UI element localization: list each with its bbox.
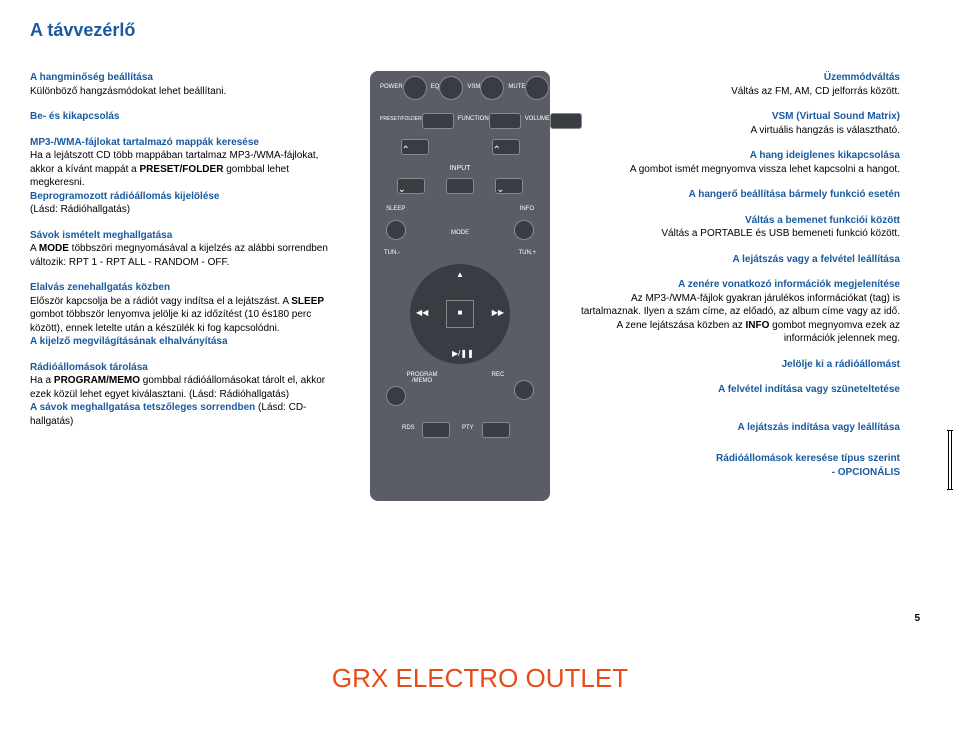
preset-up-button[interactable]: ⌃ (401, 139, 429, 155)
function-button[interactable]: FUNCTION (458, 113, 521, 127)
pty-button[interactable]: PTY (462, 422, 518, 436)
input-button[interactable] (446, 178, 474, 194)
input-switch-head: Váltás a bemenet funkciói között (745, 215, 900, 226)
dpad: ▲ ▶/❚❚ ◀◀ ▶▶ ■ (410, 264, 510, 364)
play-start-head: A lejátszás indítása vagy leállítása (738, 422, 901, 433)
program-memo-label: PROGRAM /MEMO (386, 372, 458, 384)
remote-control: POWER EQ VSM MUTE PRESET/FOLDER FUNCTION… (370, 71, 550, 501)
repeat-body2: többszöri megnyomásával a kijelzés az al… (30, 243, 328, 268)
info-bold: INFO (745, 320, 769, 331)
sleep-body1: Először kapcsolja be a rádiót vagy indít… (30, 296, 291, 307)
footer-brand: GRX ELECTRO OUTLET (332, 663, 628, 694)
sleep-bold: SLEEP (291, 296, 324, 307)
rds-search-body: - OPCIONÁLIS (832, 467, 900, 478)
info-label: INFO (520, 206, 534, 212)
station-select-head: Jelölje ki a rádióállomást (782, 359, 900, 370)
vsm-head: VSM (Virtual Sound Matrix) (772, 111, 900, 122)
page-title: A távvezérlő (30, 20, 930, 41)
input-switch-body: Váltás a PORTABLE és USB bemeneti funkci… (661, 228, 900, 239)
info-head: A zenére vonatkozó információk megjelení… (678, 279, 900, 290)
repeat-body1: A (30, 243, 39, 254)
right-column: Üzemmódváltás Váltás az FM, AM, CD jelfo… (580, 71, 900, 501)
volume-head: A hangerő beállítása bármely funkció ese… (689, 189, 900, 200)
preset-station-head: Beprogramozott rádióállomás kijelölése (30, 191, 220, 202)
volume-button[interactable]: VOLUME (525, 113, 582, 127)
station-store-body1: Ha a (30, 375, 54, 386)
page-number: 5 (914, 613, 920, 624)
station-store-head: Rádióállomások tárolása (30, 362, 148, 373)
sound-quality-head: A hangminőség beállítása (30, 72, 153, 83)
power-head: Be- és kikapcsolás (30, 111, 120, 122)
rds-button[interactable]: RDS (402, 422, 458, 436)
volume-down-button[interactable]: ⌄ (495, 178, 523, 194)
dpad-up-icon[interactable]: ▲ (456, 270, 464, 279)
random-order-head: A sávok meghallgatása tetszőleges sorren… (30, 402, 258, 413)
mute-body: A gombot ismét megnyomva vissza lehet ka… (630, 164, 900, 175)
input-label: INPUT (380, 165, 540, 172)
tun-plus-label: TUN.+ (518, 250, 536, 256)
program-memo-button[interactable] (386, 386, 406, 406)
info-button[interactable] (514, 220, 534, 240)
sleep-body2: gombot többször lenyomva jelölje ki az i… (30, 309, 311, 334)
vsm-body: A virtuális hangzás is választható. (750, 125, 900, 136)
dpad-left-icon[interactable]: ◀◀ (416, 308, 428, 317)
vsm-button[interactable]: VSM (467, 81, 504, 95)
edge-marker (948, 430, 952, 490)
mute-button[interactable]: MUTE (508, 81, 549, 95)
preset-station-body: (Lásd: Rádióhallgatás) (30, 204, 130, 215)
stop-button[interactable]: ■ (446, 300, 474, 328)
left-column: A hangminőség beállítása Különböző hangz… (30, 71, 340, 501)
sleep-head: Elalvás zenehallgatás közben (30, 282, 170, 293)
rds-search-head: Rádióállomások keresése típus szerint (716, 453, 900, 464)
program-memo-bold: PROGRAM/MEMO (54, 375, 140, 386)
stop-head: A lejátszás vagy a felvétel leállítása (732, 254, 900, 265)
dpad-right-icon[interactable]: ▶▶ (492, 308, 504, 317)
sleep-button[interactable] (386, 220, 406, 240)
sleep-label: SLEEP (386, 206, 405, 212)
rec-button[interactable] (514, 380, 534, 400)
volume-up-button[interactable]: ⌃ (492, 139, 520, 155)
preset-folder-button[interactable]: PRESET/FOLDER (380, 113, 454, 127)
eq-button[interactable]: EQ (431, 81, 464, 95)
dimmer-head: A kijelző megvilágításának elhalványítás… (30, 336, 228, 347)
rec-label: REC (462, 372, 534, 378)
preset-down-button[interactable]: ⌄ (397, 178, 425, 194)
repeat-head: Sávok ismételt meghallgatása (30, 230, 172, 241)
mode-label: MODE (410, 230, 510, 238)
power-button[interactable]: POWER (380, 81, 427, 95)
mode-switch-body: Váltás az FM, AM, CD jelforrás között. (731, 86, 900, 97)
dpad-down-icon[interactable]: ▶/❚❚ (452, 349, 474, 358)
mode-switch-head: Üzemmódváltás (824, 72, 900, 83)
preset-folder-bold: PRESET/FOLDER (140, 164, 224, 175)
tun-minus-label: TUN.- (384, 250, 400, 256)
mode-bold: MODE (39, 243, 69, 254)
info-body2: gombot megnyomva ezek az információk jel… (769, 320, 900, 345)
mp3-search-head: MP3-/WMA-fájlokat tartalmazó mappák kere… (30, 137, 259, 148)
sound-quality-body: Különböző hangzásmódokat lehet beállítan… (30, 86, 226, 97)
mute-head: A hang ideiglenes kikapcsolása (750, 150, 900, 161)
rec-start-head: A felvétel indítása vagy szüneteltetése (718, 384, 900, 395)
